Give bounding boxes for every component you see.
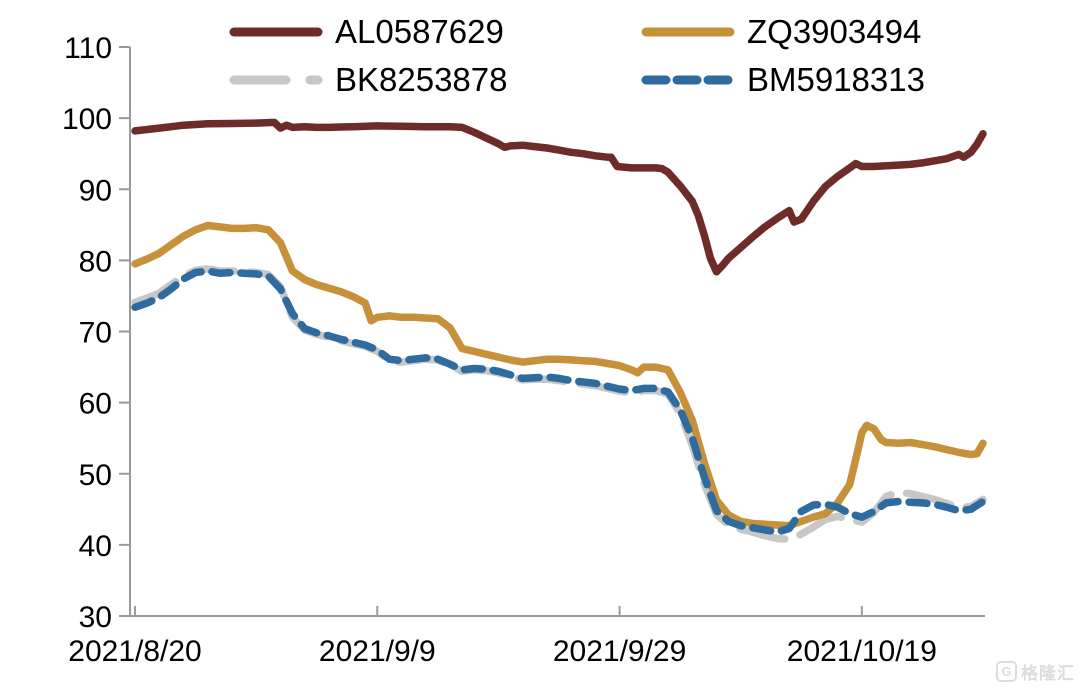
y-tick-label: 50 [79, 459, 112, 492]
y-tick-label: 80 [79, 245, 112, 278]
legend-line-sample [229, 27, 323, 36]
chart-legend: AL0587629 ZQ3903494 BK8253878 BM5918313 [228, 10, 988, 101]
y-tick-label: 110 [64, 32, 112, 65]
legend-item-zq3903494: ZQ3903494 [640, 10, 988, 53]
brand-name: 格隆汇 [1021, 664, 1075, 683]
legend-label: AL0587629 [335, 12, 504, 50]
y-tick-label: 70 [79, 317, 112, 350]
legend-line-sample [641, 27, 735, 36]
legend-item-al0587629: AL0587629 [228, 10, 640, 53]
legend-item-bk8253878: BK8253878 [228, 58, 640, 101]
watermark: G 格隆汇 [996, 659, 1075, 684]
series-line-bk8253878 [131, 265, 987, 543]
y-tick-label: 60 [79, 388, 112, 421]
x-tick-label: 2021/9/9 [319, 635, 436, 668]
legend-label: ZQ3903494 [747, 12, 922, 50]
y-tick-label: 30 [79, 601, 112, 634]
y-tick-label: 90 [79, 174, 112, 207]
x-tick-label: 2021/9/29 [553, 635, 686, 668]
legend-item-bm5918313: BM5918313 [640, 58, 988, 101]
brand-logo-icon: G [996, 661, 1017, 682]
y-tick-label: 40 [79, 530, 112, 563]
legend-line-sample [229, 75, 323, 84]
series-line-al0587629 [131, 118, 987, 276]
y-tick-label: 100 [62, 103, 112, 136]
x-tick-label: 2021/8/20 [68, 635, 201, 668]
legend-label: BK8253878 [335, 60, 508, 98]
series-line-zq3903494 [131, 221, 987, 530]
x-tick-label: 2021/10/19 [787, 635, 937, 668]
legend-line-sample [641, 75, 735, 84]
axes: 30 40 50 60 70 80 90 100 110 2021/8/20 2021/9/9 202… [62, 32, 985, 668]
legend-label: BM5918313 [747, 60, 925, 98]
series-line-bm5918313 [131, 267, 987, 536]
